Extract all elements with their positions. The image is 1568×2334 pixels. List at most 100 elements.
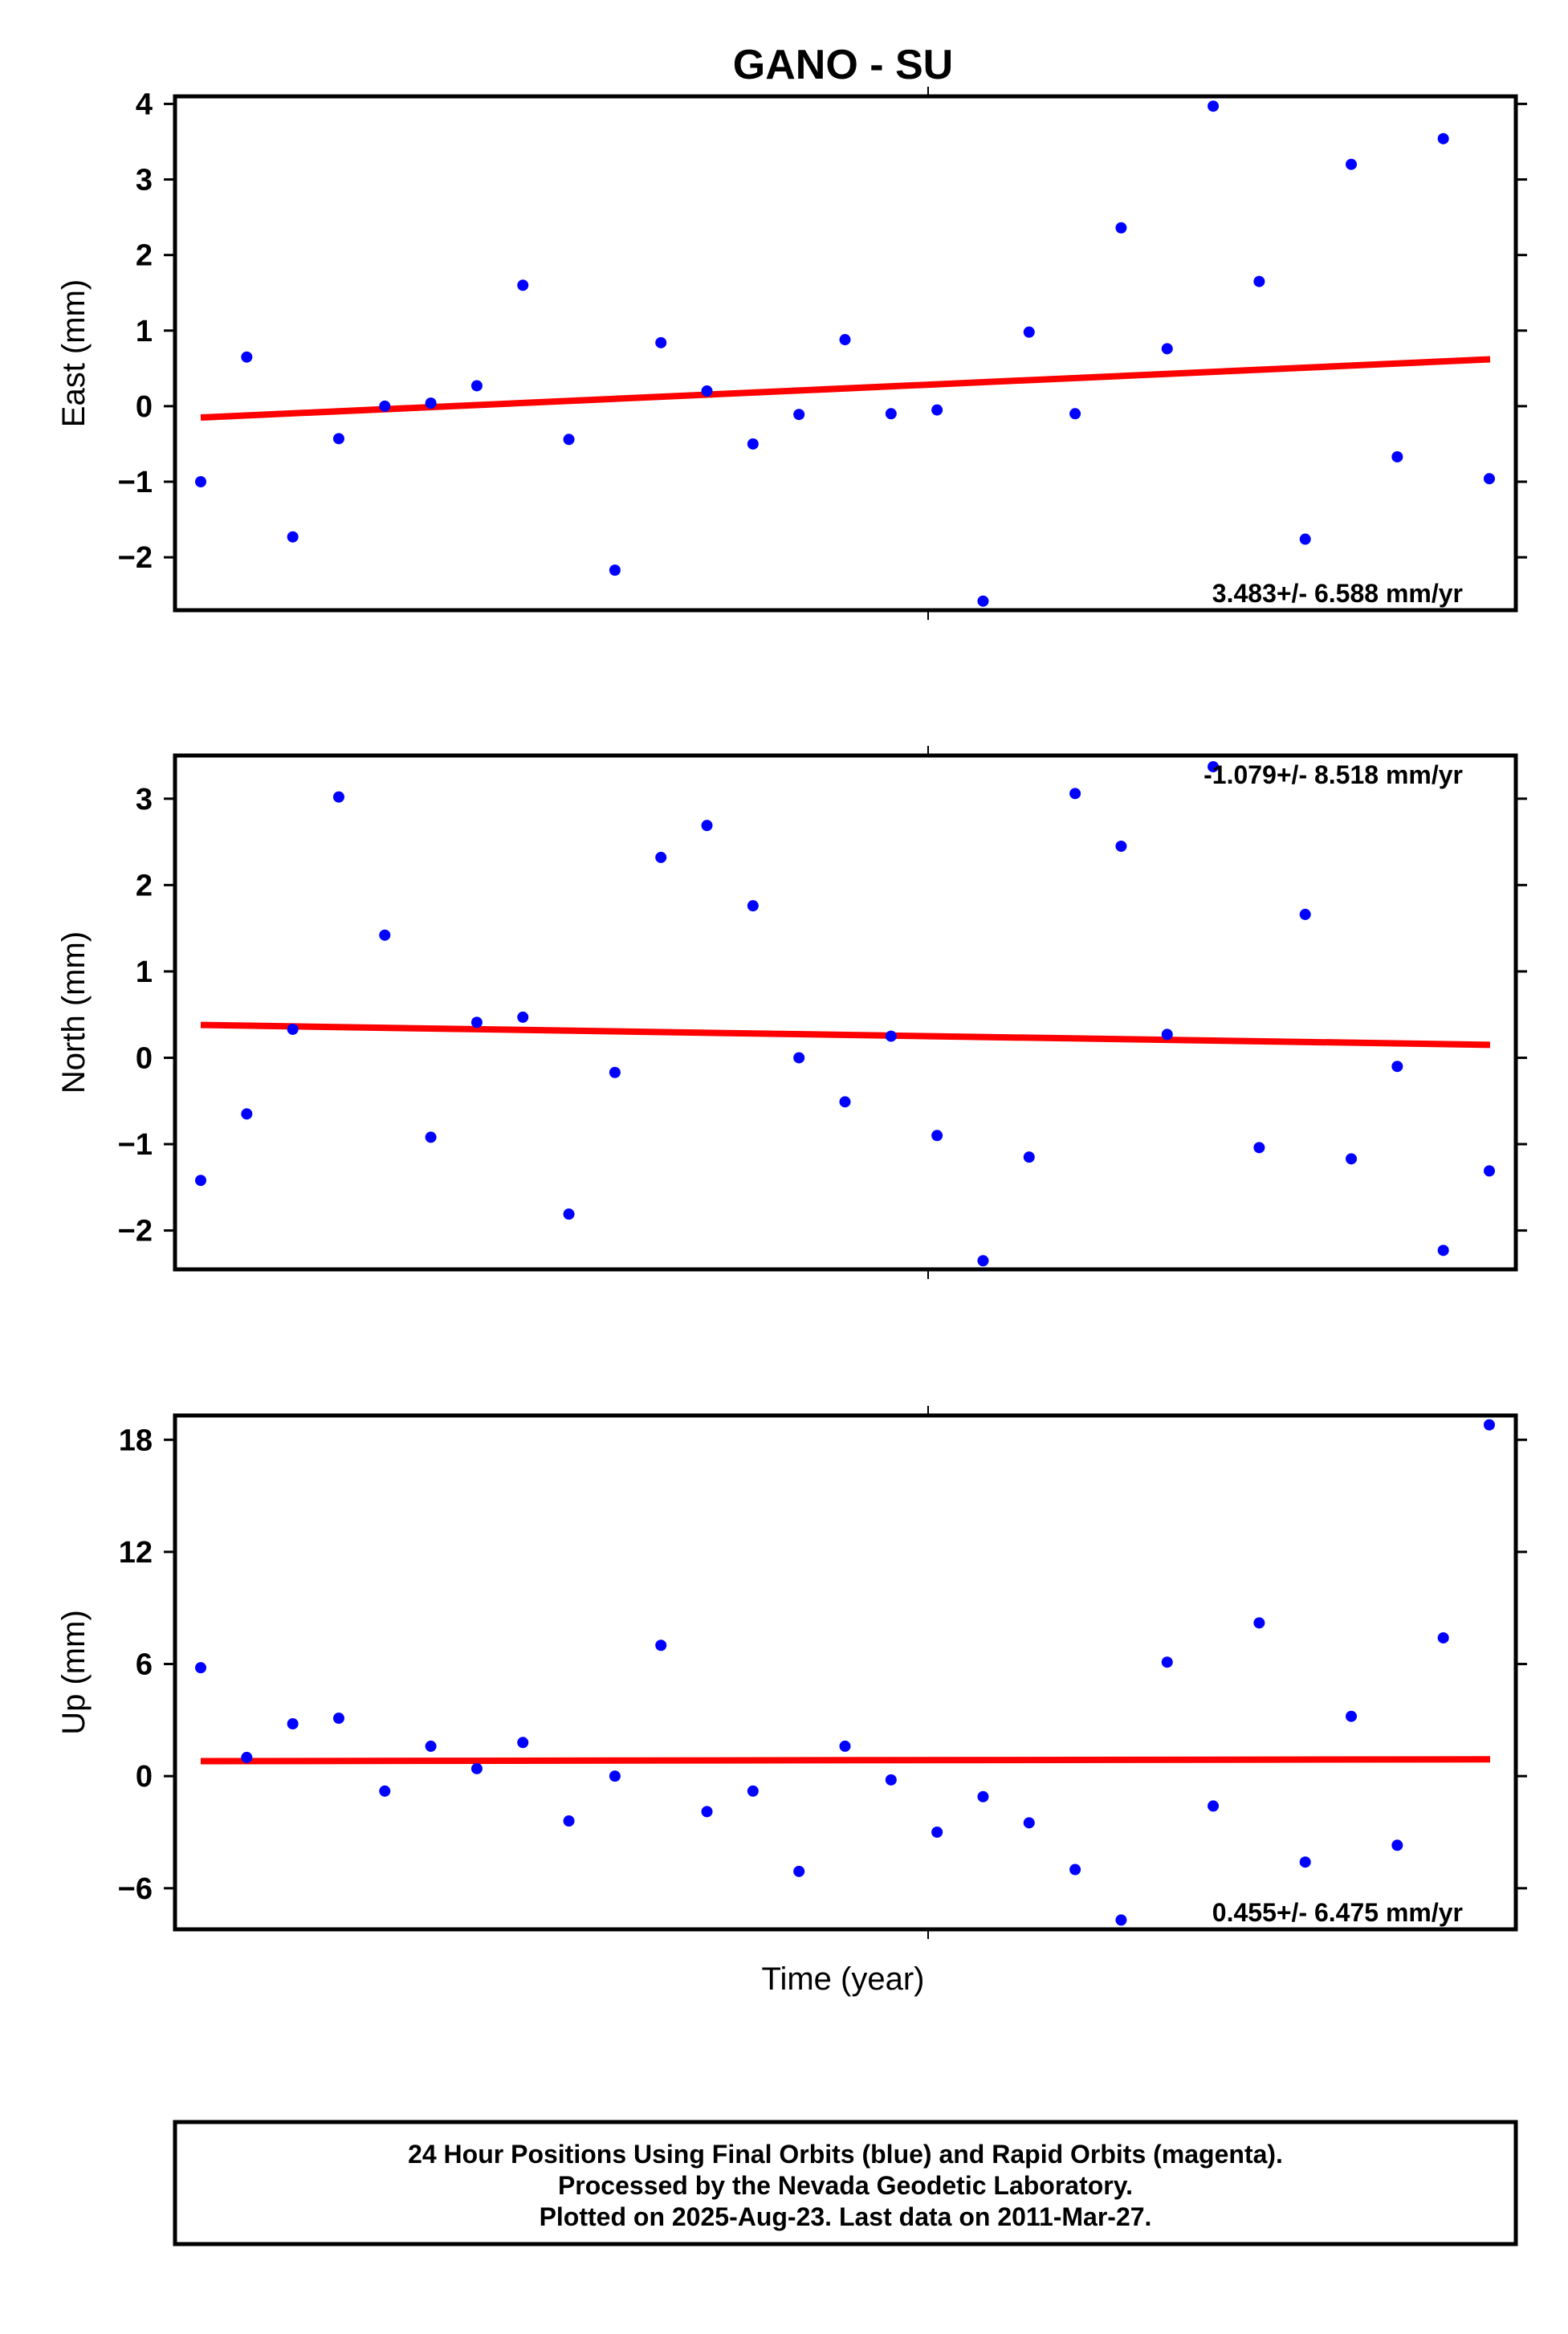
y-axis-label: East (mm) <box>56 279 92 427</box>
y-tick-label: 0 <box>136 1041 153 1075</box>
data-point <box>1161 343 1173 355</box>
data-point <box>1437 1631 1449 1644</box>
data-point <box>241 1108 253 1120</box>
data-point <box>655 1640 667 1652</box>
y-tick-label: 0 <box>136 1760 153 1794</box>
data-point <box>379 929 391 941</box>
y-axis-label: Up (mm) <box>56 1610 92 1735</box>
data-point <box>701 820 713 832</box>
plot-frame <box>173 1413 1518 1932</box>
data-point <box>332 791 344 803</box>
data-point <box>1208 100 1220 112</box>
data-point <box>747 1785 759 1797</box>
data-point <box>470 1016 483 1029</box>
data-point <box>701 385 713 397</box>
data-point <box>609 1770 621 1782</box>
data-point <box>609 564 621 576</box>
data-point <box>1253 1617 1265 1629</box>
data-point <box>379 400 391 412</box>
data-point <box>839 1740 851 1752</box>
data-point <box>517 1011 529 1023</box>
footer-line-1: 24 Hour Positions Using Final Orbits (bl… <box>408 2140 1283 2169</box>
data-point <box>1346 1153 1358 1165</box>
data-point <box>1484 1165 1495 1177</box>
data-point <box>1391 1839 1403 1851</box>
data-point <box>379 1785 391 1797</box>
data-point <box>931 1130 943 1142</box>
data-point <box>609 1066 621 1078</box>
data-point <box>977 1790 989 1802</box>
y-tick-label: 1 <box>136 955 153 989</box>
trend-line <box>200 356 1491 421</box>
data-point <box>241 1751 253 1763</box>
data-point <box>793 409 805 421</box>
data-point <box>839 334 851 346</box>
data-point <box>1069 788 1081 800</box>
data-point <box>885 1774 897 1786</box>
data-point <box>793 1865 805 1877</box>
data-point <box>287 531 299 543</box>
data-point <box>1484 1419 1495 1431</box>
y-tick-label: 0 <box>136 390 153 424</box>
y-tick-label: 4 <box>136 88 153 121</box>
y-axis-label: North (mm) <box>56 931 92 1094</box>
y-tick-label: 6 <box>136 1648 153 1682</box>
plot-frame <box>173 753 1518 1272</box>
y-tick-label: −2 <box>118 1215 153 1248</box>
trend-line <box>200 1021 1491 1049</box>
data-point <box>1023 326 1035 338</box>
y-tick-label: 1 <box>136 315 153 348</box>
data-point <box>332 1713 344 1725</box>
data-point <box>1299 908 1311 920</box>
y-tick-label: 3 <box>136 164 153 198</box>
rate-annotation: 0.455+/- 6.475 mm/yr <box>1212 1898 1463 1927</box>
data-point <box>885 1030 897 1042</box>
data-point <box>470 380 483 392</box>
data-point <box>655 336 667 348</box>
footer-box: 24 Hour Positions Using Final Orbits (bl… <box>173 2120 1518 2246</box>
footer-line-2: Processed by the Nevada Geodetic Laborat… <box>558 2171 1133 2200</box>
y-tick-label: 12 <box>119 1536 153 1570</box>
data-point <box>1115 1914 1127 1926</box>
data-point <box>977 595 989 607</box>
data-point <box>701 1806 713 1818</box>
data-point <box>241 351 253 363</box>
data-point <box>563 1815 575 1827</box>
data-point <box>287 1023 299 1035</box>
data-point <box>195 1175 206 1187</box>
data-point <box>563 434 575 446</box>
data-point <box>977 1255 989 1267</box>
data-point <box>195 1662 206 1674</box>
y-tick-label: 2 <box>136 239 153 273</box>
chart-title: GANO - SU <box>733 42 953 88</box>
y-tick-label: −6 <box>118 1872 153 1906</box>
x-axis-label: Time (year) <box>762 1961 925 1997</box>
data-point <box>1484 473 1495 485</box>
data-point <box>287 1718 299 1729</box>
data-point <box>517 279 529 291</box>
data-point <box>1069 1864 1081 1876</box>
data-point <box>1253 275 1265 287</box>
data-point <box>1299 1856 1311 1868</box>
data-point <box>425 1740 437 1752</box>
rate-annotation: 3.483+/- 6.588 mm/yr <box>1212 579 1463 608</box>
plot-frame <box>173 94 1518 613</box>
data-point <box>425 397 437 409</box>
data-point <box>1253 1142 1265 1154</box>
data-point <box>931 1826 943 1838</box>
data-point <box>1023 1151 1035 1163</box>
data-point <box>563 1208 575 1220</box>
data-point <box>1437 1244 1449 1257</box>
data-point <box>931 404 943 416</box>
y-tick-label: 3 <box>136 783 153 817</box>
data-point <box>1023 1817 1035 1829</box>
footer-line-3: Plotted on 2025-Aug-23. Last data on 201… <box>540 2202 1152 2231</box>
data-point <box>839 1096 851 1108</box>
data-point <box>470 1762 483 1774</box>
data-point <box>195 476 206 487</box>
data-point <box>1161 1656 1173 1668</box>
data-point <box>655 851 667 863</box>
rate-annotation: -1.079+/- 8.518 mm/yr <box>1203 760 1463 789</box>
panel-2: −2 −1 0 1 2 3 North (mm) -1.079+/- 8.518 mm/yr <box>56 746 1527 1279</box>
